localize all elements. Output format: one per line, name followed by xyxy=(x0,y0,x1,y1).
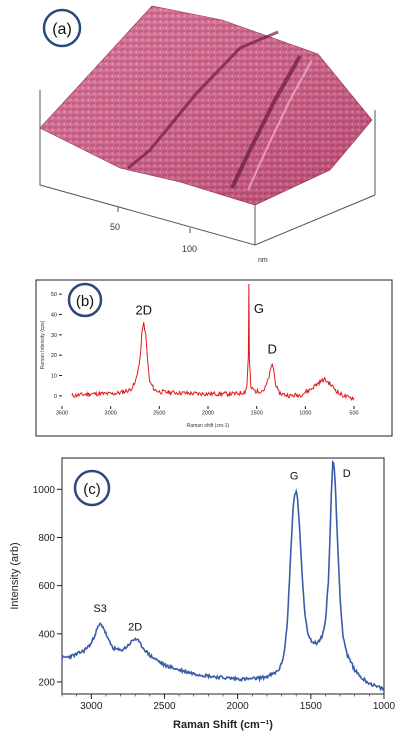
peak-label-2d: 2D xyxy=(135,303,152,318)
y-tick-label: 600 xyxy=(38,581,55,592)
x-axis-label-c: Raman Shift (cm⁻¹) xyxy=(173,719,273,731)
x-tick-label: 2000 xyxy=(227,701,250,712)
y-tick-label: 30 xyxy=(51,333,57,339)
y-tick-label: 10 xyxy=(51,373,57,379)
x-tick-label: 3500 xyxy=(56,411,68,417)
x-tick-label: 2500 xyxy=(153,701,176,712)
x-tick-label: 1500 xyxy=(300,701,323,712)
axis-unit: nm xyxy=(258,257,268,264)
raman-chart-c: 3000 2500 2000 1500 1000 200 400 600 800 1000 S3 2… xyxy=(9,457,396,731)
y-axis-label-c: Intensity (arb) xyxy=(9,542,21,609)
y-tick-label: 40 xyxy=(51,312,57,318)
panel-label-circle xyxy=(42,8,82,48)
x-tick-label: 3000 xyxy=(80,701,103,712)
y-axis-label-b: Raman Intensity (cps) xyxy=(40,320,46,369)
groove-2 xyxy=(230,55,302,189)
panel-label-circle xyxy=(67,282,103,318)
panel-a: 50 100 nm (a) xyxy=(0,0,400,270)
x-tick-label: 2000 xyxy=(202,411,214,417)
peak-label-d: D xyxy=(268,341,277,356)
peak-label-g: G xyxy=(290,471,299,483)
panel-c: 3000 2500 2000 1500 1000 200 400 600 800 1000 S3 2… xyxy=(0,452,400,736)
x-tick-label: 1000 xyxy=(299,411,311,417)
x-tick-label: 1000 xyxy=(373,701,396,712)
x-tick-label: 3000 xyxy=(105,411,117,417)
y-tick-label: 400 xyxy=(38,629,55,640)
peak-label-s3: S3 xyxy=(93,603,106,615)
chart-c-frame xyxy=(61,457,385,695)
axis-tick-100: 100 xyxy=(182,244,197,254)
y-tick-label: 800 xyxy=(38,533,55,544)
series-line-b xyxy=(71,283,355,401)
y-tick-label: 50 xyxy=(51,292,57,298)
panel-label-circle xyxy=(73,469,111,507)
peak-label-g: G xyxy=(254,301,264,316)
box-outline xyxy=(39,90,376,246)
y-tick-label: 0 xyxy=(54,394,57,400)
peak-label-d: D xyxy=(343,468,351,480)
panel-label-b: (b) xyxy=(76,293,94,310)
panel-b: 3500 3000 2500 2000 1500 1000 500 0 10 20 30 40 50 2… xyxy=(0,278,400,442)
x-tick-label: 1500 xyxy=(251,411,263,417)
surface-shading xyxy=(40,6,372,205)
y-tick-label: 1000 xyxy=(33,485,56,496)
axis-tick-50: 50 xyxy=(110,222,120,232)
y-tick-label: 200 xyxy=(38,677,55,688)
panel-label-c: (c) xyxy=(83,481,101,498)
groove-1 xyxy=(127,30,279,170)
y-tick-label: 20 xyxy=(51,353,57,359)
series-line-c xyxy=(61,460,385,692)
raman-chart-b: 3500 3000 2500 2000 1500 1000 500 0 10 20 30 40 50 2… xyxy=(35,279,393,437)
peak-label-2d: 2D xyxy=(128,622,142,634)
x-axis-label-b: Raman shift (cm-1) xyxy=(187,423,230,429)
ridge-highlight xyxy=(247,59,313,191)
x-tick-label: 2500 xyxy=(153,411,165,417)
x-tick-label: 500 xyxy=(349,411,358,417)
surface-plot: 50 100 nm (a) xyxy=(39,5,376,264)
panel-label-a: (a) xyxy=(52,21,72,38)
